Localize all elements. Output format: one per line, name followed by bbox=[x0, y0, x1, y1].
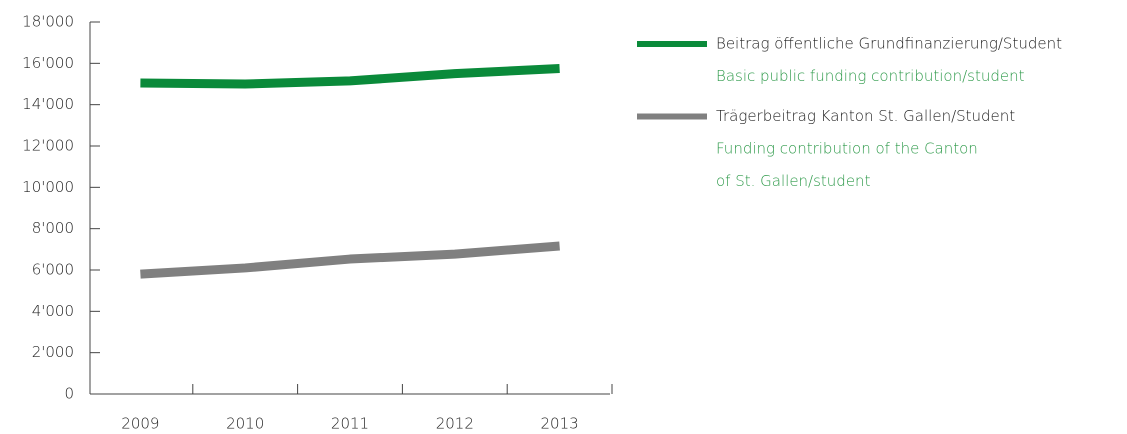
x-tick-label: 2012 bbox=[436, 415, 474, 433]
y-tick-label: 0 bbox=[64, 385, 74, 403]
x-tick-label: 2013 bbox=[541, 415, 579, 433]
legend-translation: Basic public funding contribution/studen… bbox=[716, 67, 1025, 85]
y-tick-label: 2'000 bbox=[32, 343, 74, 361]
y-tick-label: 8'000 bbox=[32, 219, 74, 237]
y-tick-label: 6'000 bbox=[32, 261, 74, 279]
y-tick-label: 16'000 bbox=[22, 54, 74, 72]
x-tick-label: 2009 bbox=[121, 415, 159, 433]
legend-translation: Funding contribution of the Canton bbox=[716, 140, 978, 158]
y-tick-label: 12'000 bbox=[22, 137, 74, 155]
legend-translation: of St. Gallen/student bbox=[716, 172, 871, 190]
legend-label: Trägerbeitrag Kanton St. Gallen/Student bbox=[716, 107, 1015, 125]
y-tick-label: 14'000 bbox=[22, 95, 74, 113]
series-line bbox=[140, 64, 560, 89]
x-tick-label: 2011 bbox=[331, 415, 369, 433]
legend-label: Beitrag öffentliche Grundfinanzierung/St… bbox=[716, 35, 1062, 53]
y-tick-label: 10'000 bbox=[22, 178, 74, 196]
series-line bbox=[140, 241, 560, 279]
y-tick-label: 18'000 bbox=[22, 13, 74, 31]
y-tick-label: 4'000 bbox=[32, 302, 74, 320]
x-tick-label: 2010 bbox=[226, 415, 264, 433]
